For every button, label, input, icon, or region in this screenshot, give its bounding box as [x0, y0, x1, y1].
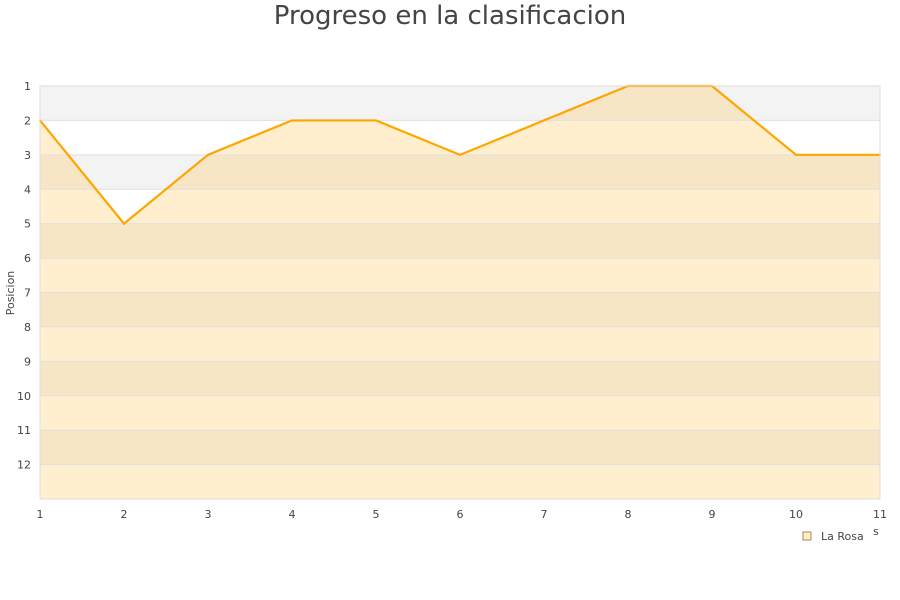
- data-point: [459, 153, 461, 156]
- y-tick-label: 11: [17, 424, 31, 437]
- band: [40, 464, 880, 499]
- legend-label: La Rosa: [821, 530, 864, 543]
- y-tick-label: 5: [24, 218, 31, 231]
- x-axis-label: s: [873, 525, 879, 538]
- y-tick-label: 2: [24, 114, 31, 127]
- y-tick-label: 6: [24, 252, 31, 265]
- y-tick-label: 9: [24, 355, 31, 368]
- band: [40, 86, 880, 121]
- y-tick-label: 8: [24, 321, 31, 334]
- band: [40, 430, 880, 465]
- y-tick-label: 12: [17, 459, 31, 472]
- x-tick-label: 8: [625, 508, 632, 521]
- y-tick-label: 10: [17, 390, 31, 403]
- x-tick-label: 6: [457, 508, 464, 521]
- data-point: [207, 153, 209, 156]
- legend-swatch: [802, 531, 812, 541]
- x-tick-label: 4: [289, 508, 296, 521]
- data-point: [123, 222, 125, 225]
- band: [40, 258, 880, 293]
- legend[interactable]: La Rosa: [802, 530, 864, 543]
- x-tick-label: 2: [121, 508, 128, 521]
- x-tick-label: 7: [541, 508, 548, 521]
- y-tick-label: 4: [24, 183, 31, 196]
- x-tick-label: 11: [873, 508, 887, 521]
- chart-title: Progreso en la clasificacion: [273, 1, 627, 31]
- data-point: [543, 119, 545, 122]
- band: [40, 189, 880, 224]
- band: [40, 292, 880, 327]
- data-point: [375, 119, 377, 122]
- band: [40, 120, 880, 155]
- band: [40, 154, 880, 190]
- data-point: [291, 119, 293, 122]
- band: [40, 326, 880, 362]
- x-tick-label: 1: [37, 508, 44, 521]
- x-tick-label: 3: [205, 508, 212, 521]
- y-tick-label: 7: [24, 287, 31, 300]
- y-tick-label: 3: [24, 149, 31, 162]
- band: [40, 395, 880, 431]
- y-axis-label: Posicion: [4, 271, 17, 316]
- plot-border: [39, 85, 881, 500]
- x-tick-label: 5: [373, 508, 380, 521]
- y-tick-label: 1: [24, 80, 31, 93]
- x-tick-label: 10: [789, 508, 803, 521]
- band: [40, 361, 880, 396]
- data-point: [795, 153, 797, 156]
- band: [40, 223, 880, 259]
- background-bands: [40, 86, 880, 499]
- x-tick-label: 9: [709, 508, 716, 521]
